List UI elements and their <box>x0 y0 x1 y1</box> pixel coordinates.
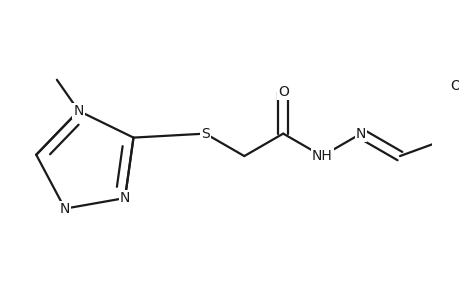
Text: S: S <box>201 127 209 141</box>
Text: N: N <box>73 104 84 118</box>
Text: O: O <box>449 79 459 93</box>
Text: N: N <box>60 202 70 216</box>
Text: N: N <box>119 191 130 205</box>
Text: N: N <box>355 127 365 141</box>
Text: NH: NH <box>311 149 332 163</box>
Text: O: O <box>277 85 288 99</box>
